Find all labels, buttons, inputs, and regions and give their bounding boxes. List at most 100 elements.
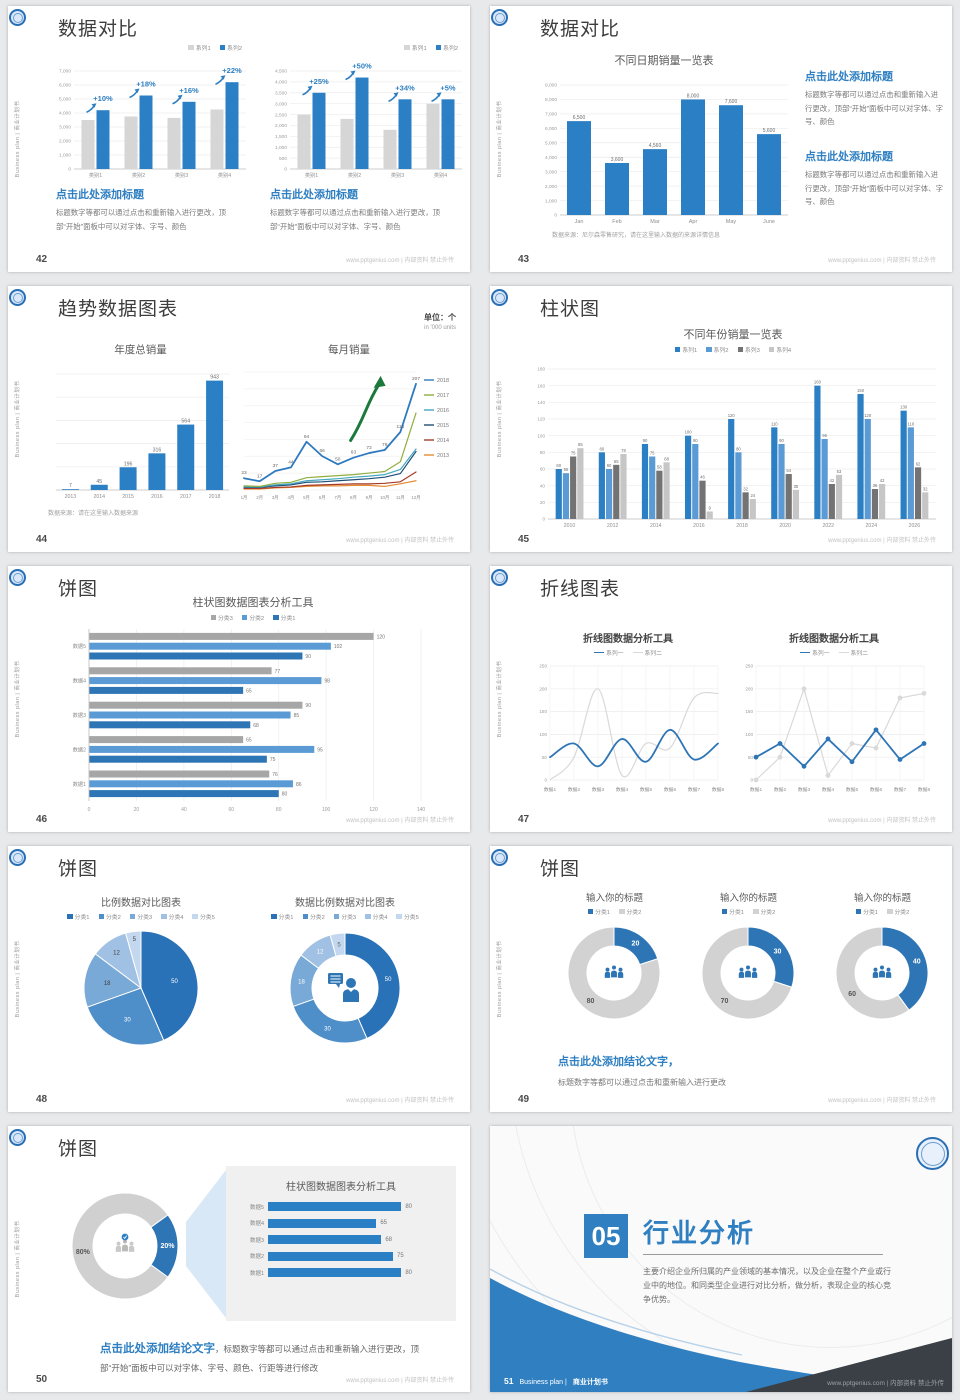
svg-text:数据5: 数据5 xyxy=(846,786,859,793)
chart-title: 比例数据对比图表 xyxy=(101,898,181,909)
svg-text:数据1: 数据1 xyxy=(73,780,86,788)
svg-text:180: 180 xyxy=(537,367,545,372)
caption-heading: 点击此处添加标题 xyxy=(270,189,358,201)
svg-text:1,000: 1,000 xyxy=(59,153,71,159)
page-number: 47 xyxy=(518,814,530,825)
side-label: Business plan | 商业计划书 xyxy=(15,100,21,178)
slide-49[interactable]: 饼图 Business plan | 商业计划书 输入你的标题 分类1 分类2 20 8… xyxy=(490,846,952,1112)
page-number: 51 xyxy=(504,1376,514,1386)
svg-text:65: 65 xyxy=(246,738,252,744)
svg-text:60: 60 xyxy=(607,463,612,468)
svg-text:数据3: 数据3 xyxy=(73,711,86,719)
horizontal-bar-chart: 柱状图数据图表分析工具 分类3 分类2 分类1 0 20 40 60 80 100 120 140 12… xyxy=(63,594,443,816)
slide-42[interactable]: 数据对比 Business plan | 商业计划书 系列1 系列2 0 1,000 2… xyxy=(8,6,470,272)
svg-text:50: 50 xyxy=(335,456,341,462)
page-number: 50 xyxy=(36,1374,48,1385)
svg-text:2018: 2018 xyxy=(437,378,449,384)
chart-legend: 系列1 系列2 xyxy=(264,43,464,52)
svg-text:100: 100 xyxy=(537,433,545,438)
caption-body: 标题数字等都可以通过点击和重新输入进行更改，顶部“开始”面板中可以对字体、字号、… xyxy=(56,208,226,231)
svg-text:数据5: 数据5 xyxy=(640,786,653,793)
page-number: 43 xyxy=(518,254,530,265)
slide-title: 饼图 xyxy=(58,579,99,600)
svg-text:+16%: +16% xyxy=(179,86,199,95)
chart-plot: 0 50 100 150 200 250 数据1 数据2 数据3 数据4 数据5 数据6 数据7 数据8 xyxy=(539,664,724,793)
svg-text:6,500: 6,500 xyxy=(573,115,586,121)
svg-text:90: 90 xyxy=(779,438,784,443)
page-number: 44 xyxy=(36,534,48,545)
svg-text:数据8: 数据8 xyxy=(712,786,724,793)
monthly-sales-bar-chart: 不同日期销量一览表 0 1,000 2,000 3,000 4,000 5,000 6,000… xyxy=(530,52,798,228)
slide-46[interactable]: 饼图 Business plan | 商业计划书 柱状图数据图表分析工具 分类3 分… xyxy=(8,566,470,832)
svg-text:7,000: 7,000 xyxy=(59,69,71,75)
svg-text:18: 18 xyxy=(104,981,111,987)
divider-line xyxy=(643,1254,883,1255)
school-logo-icon xyxy=(491,569,508,586)
side-label: Business plan | 商业计划书 xyxy=(15,380,21,458)
slide-44[interactable]: 趋势数据图表 Business plan | 商业计划书 单位：个 in '00… xyxy=(8,286,470,552)
svg-text:53: 53 xyxy=(837,469,842,474)
svg-text:80: 80 xyxy=(600,446,605,451)
svg-text:72: 72 xyxy=(366,445,372,451)
svg-text:2,000: 2,000 xyxy=(275,123,287,129)
svg-text:5月: 5月 xyxy=(303,495,310,501)
svg-text:May: May xyxy=(726,219,737,225)
svg-text:200: 200 xyxy=(539,686,547,691)
svg-text:62: 62 xyxy=(916,461,921,466)
svg-text:+50%: +50% xyxy=(352,62,372,71)
chart-plot: 1月 2月 3月 4月 5月 6月 7月 8月 9月 10月 11月 12月 23 17 37 44 94 66 5… xyxy=(241,371,449,501)
svg-text:40: 40 xyxy=(540,483,546,488)
data-source-note: 数据来源：尼尔森零售研究，请在这里输入数据的来源详情信息 xyxy=(552,233,721,239)
svg-text:58: 58 xyxy=(657,465,662,470)
slide-43[interactable]: 数据对比 Business plan | 商业计划书 不同日期销量一览表 0 1,0… xyxy=(490,6,952,272)
svg-text:1,000: 1,000 xyxy=(275,145,287,151)
svg-text:46: 46 xyxy=(700,475,705,480)
svg-text:2013: 2013 xyxy=(437,453,449,459)
caption-body: 标题数字等都可以通过点击和重新输入进行更改，顶部“开始”面板中可以对字体、字号、… xyxy=(270,208,440,231)
school-logo-icon xyxy=(9,1129,26,1146)
svg-text:32: 32 xyxy=(923,486,928,491)
slide-title: 饼图 xyxy=(58,1139,99,1160)
svg-text:42: 42 xyxy=(829,478,834,483)
svg-text:数据6: 数据6 xyxy=(870,786,883,793)
wave-decoration xyxy=(490,1268,952,1392)
svg-text:数据1: 数据1 xyxy=(750,786,763,793)
footer-left: 51 Business plan | 商业计划书 xyxy=(504,1376,608,1387)
footer-site: www.pptgenius.com | 内部资料 禁止外传 xyxy=(828,818,936,824)
svg-text:196: 196 xyxy=(124,461,133,467)
svg-text:17: 17 xyxy=(257,473,263,479)
svg-text:44: 44 xyxy=(288,459,294,465)
svg-text:2020: 2020 xyxy=(779,523,791,529)
svg-text:2018: 2018 xyxy=(736,523,748,529)
svg-text:0: 0 xyxy=(88,807,91,813)
side-label: Business plan | 商业计划书 xyxy=(497,100,503,178)
svg-text:0: 0 xyxy=(68,167,71,173)
svg-text:130: 130 xyxy=(900,405,908,410)
svg-text:120: 120 xyxy=(377,634,386,640)
caption-body: 标题数字等都可以通过点击和重新输入进行更改，顶部“开始”面板中可以对字体、字号、… xyxy=(805,170,943,207)
slide-45[interactable]: 柱状图 Business plan | 商业计划书 不同年份销量一览表 系列1 系列… xyxy=(490,286,952,552)
slide-51[interactable]: 05 行业分析 主要介绍企业所归属的产业领域的基本情况，以及企业在整个产业或行业… xyxy=(490,1126,952,1392)
svg-text:9,000: 9,000 xyxy=(545,83,557,89)
svg-text:12: 12 xyxy=(113,950,120,956)
page-number: 46 xyxy=(36,814,48,825)
slide-48[interactable]: 饼图 Business plan | 商业计划书 比例数据对比图表 分类1 分类2 分… xyxy=(8,846,470,1112)
conclusion-heading: 点击此处添加结论文字， xyxy=(558,1056,679,1068)
svg-text:数据1: 数据1 xyxy=(544,786,557,793)
chart-legend: 分类1 分类2 分类3 分类4 分类5 xyxy=(46,912,236,921)
slide-50[interactable]: 饼图 Business plan | 商业计划书 20% 80% 柱状图数据图表分… xyxy=(8,1126,470,1392)
svg-text:500: 500 xyxy=(279,156,287,162)
svg-text:55: 55 xyxy=(564,467,569,472)
side-label: Business plan | 商业计划书 xyxy=(15,660,21,738)
school-logo-icon xyxy=(9,289,26,306)
slide-47[interactable]: 折线图表 Business plan | 商业计划书 折线图数据分析工具 系列一系… xyxy=(490,566,952,832)
svg-text:2022: 2022 xyxy=(822,523,834,529)
svg-text:78: 78 xyxy=(382,442,388,448)
svg-text:110: 110 xyxy=(771,421,778,426)
svg-text:4月: 4月 xyxy=(287,495,294,501)
caption-block: 点击此处添加标题 标题数字等都可以通过点击和重新输入进行更改，顶部“开始”面板中… xyxy=(270,186,455,233)
svg-text:+18%: +18% xyxy=(136,80,156,89)
svg-text:37: 37 xyxy=(273,463,279,469)
svg-text:2,000: 2,000 xyxy=(545,184,557,190)
svg-text:564: 564 xyxy=(181,419,190,425)
